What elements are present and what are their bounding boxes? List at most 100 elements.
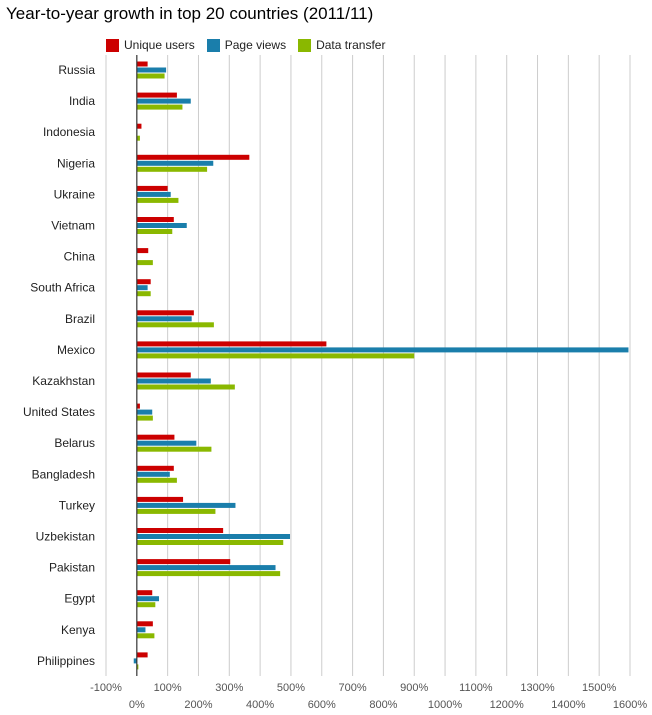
bar-data-transfer-pakistan [136, 571, 281, 577]
x-tick-label: 600% [308, 699, 336, 711]
category-label-ukraine: Ukraine [54, 187, 96, 201]
bar-data-transfer-uzbekistan [136, 540, 284, 545]
bar-unique-users-egypt [136, 590, 153, 596]
bar-page-views-bangladesh [136, 471, 170, 477]
bar-data-transfer-vietnam [136, 229, 173, 234]
bar-page-views-turkey [136, 502, 236, 508]
category-label-russia: Russia [58, 63, 95, 77]
category-labels: Russia India Indonesia Nigeria Ukraine Vietna… [23, 63, 96, 668]
category-label-pakistan: Pakistan [49, 561, 95, 575]
category-label-uzbekistan: Uzbekistan [36, 530, 95, 544]
bar-unique-users-united-states [136, 403, 140, 409]
x-tick-label: 700% [339, 682, 367, 694]
x-tick-label: 100% [154, 682, 182, 694]
x-tick-label: 300% [215, 682, 243, 694]
category-label-indonesia: Indonesia [43, 125, 95, 139]
x-tick-label: 200% [184, 699, 212, 711]
bar-unique-users-indonesia [136, 123, 142, 129]
category-label-bangladesh: Bangladesh [32, 467, 95, 481]
bar-page-views-south-africa [136, 285, 148, 291]
x-tick-label: 1400% [551, 699, 585, 711]
bar-unique-users-brazil [136, 310, 194, 316]
legend-item-data-transfer: Data transfer [298, 38, 385, 52]
bars [133, 61, 629, 670]
grid-lines [105, 55, 631, 676]
bar-data-transfer-turkey [136, 508, 216, 514]
bar-data-transfer-kenya [136, 633, 155, 639]
bar-data-transfer-philippines [136, 664, 139, 670]
bar-data-transfer-brazil [136, 322, 214, 328]
bar-unique-users-kenya [136, 621, 153, 627]
x-tick-label: 400% [246, 699, 274, 711]
bar-unique-users-bangladesh [136, 465, 174, 471]
bar-data-transfer-indonesia [136, 135, 140, 141]
bar-page-views-pakistan [136, 565, 276, 571]
bar-unique-users-philippines [136, 652, 148, 658]
bar-page-views-vietnam [136, 223, 187, 228]
bar-unique-users-russia [136, 61, 148, 67]
bar-data-transfer-south-africa [136, 291, 151, 297]
bar-page-views-india [136, 98, 191, 104]
category-label-belarus: Belarus [54, 436, 95, 450]
bar-data-transfer-egypt [136, 602, 156, 608]
bar-data-transfer-russia [136, 73, 165, 79]
category-label-vietnam: Vietnam [51, 219, 95, 233]
legend-swatch-unique-users [106, 38, 119, 52]
bar-data-transfer-nigeria [136, 166, 208, 172]
x-tick-label: 0% [129, 699, 145, 711]
bar-unique-users-china [136, 248, 149, 254]
legend-swatch-data-transfer [298, 38, 312, 52]
category-label-turkey: Turkey [59, 498, 95, 512]
bar-page-views-united-states [136, 409, 153, 415]
bar-page-views-russia [136, 67, 167, 73]
bar-data-transfer-united-states [136, 415, 153, 421]
tick-labels: -100% 0% 100%200%300%400%500%600%700%800%9… [90, 682, 647, 711]
x-tick-label: 500% [277, 682, 305, 694]
legend-item-unique-users: Unique users [106, 38, 195, 52]
legend-swatch-page-views [206, 38, 220, 52]
category-label-united-states: United States [23, 405, 95, 419]
x-tick-label: 1000% [428, 699, 462, 711]
bar-unique-users-uzbekistan [136, 528, 224, 533]
category-label-nigeria: Nigeria [57, 156, 95, 170]
category-label-south-africa: South Africa [30, 281, 95, 295]
category-label-kazakhstan: Kazakhstan [32, 374, 95, 388]
bar-page-views-belarus [136, 440, 197, 446]
bar-data-transfer-bangladesh [136, 477, 177, 483]
legend-label-page-views: Page views [224, 38, 287, 52]
bar-unique-users-south-africa [136, 279, 151, 285]
bar-unique-users-mexico [136, 341, 327, 347]
x-tick-label: 1200% [490, 699, 524, 711]
bar-data-transfer-ukraine [136, 197, 179, 203]
x-tick-label: 800% [369, 699, 397, 711]
bar-page-views-nigeria [136, 160, 214, 166]
bar-data-transfer-belarus [136, 446, 212, 452]
bar-page-views-egypt [136, 596, 160, 602]
category-label-mexico: Mexico [57, 343, 95, 357]
bar-page-views-brazil [136, 316, 192, 322]
category-label-kenya: Kenya [61, 623, 95, 637]
legend-item-page-views: Page views [206, 38, 287, 52]
bar-unique-users-turkey [136, 496, 184, 502]
bar-page-views-kazakhstan [136, 378, 211, 384]
x-tick-label: -100% [90, 682, 122, 694]
bar-unique-users-nigeria [136, 154, 250, 160]
bar-page-views-ukraine [136, 191, 171, 197]
bar-data-transfer-india [136, 104, 183, 110]
category-label-brazil: Brazil [65, 312, 95, 326]
x-tick-label: 1500% [582, 682, 616, 694]
bar-data-transfer-kazakhstan [136, 384, 235, 390]
legend: Unique users Page views Data transfer [106, 38, 397, 52]
chart-title: Year-to-year growth in top 20 countries … [6, 4, 374, 23]
bar-page-views-mexico [136, 347, 629, 353]
bar-unique-users-vietnam [136, 217, 174, 222]
bar-page-views-kenya [136, 627, 146, 633]
category-label-china: China [64, 250, 96, 264]
bar-data-transfer-mexico [136, 353, 415, 359]
bar-unique-users-belarus [136, 434, 175, 440]
bar-unique-users-ukraine [136, 185, 168, 191]
legend-label-unique-users: Unique users [124, 38, 195, 52]
bar-page-views-philippines [133, 658, 137, 664]
bar-unique-users-kazakhstan [136, 372, 191, 378]
